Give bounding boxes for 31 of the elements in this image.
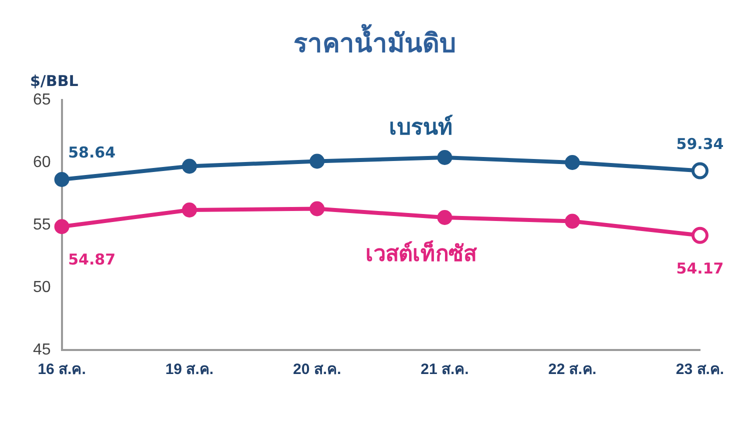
x-tick-label: 20 ส.ค. (292, 361, 342, 378)
point (437, 150, 452, 165)
point (182, 158, 197, 174)
y-tick-label: 50 (33, 278, 51, 296)
point (437, 210, 452, 225)
point (564, 155, 580, 170)
point (310, 154, 325, 169)
point (54, 219, 70, 234)
x-tick-label: 22 ส.ค. (548, 361, 596, 378)
y-tick-label: 55 (33, 216, 51, 234)
y-tick-label: 60 (33, 154, 51, 171)
data-label: 59.34 (676, 134, 724, 153)
series-label: เวสต์เท็กซัส (365, 239, 478, 268)
y-axis-title: $/BBL (30, 72, 78, 90)
x-tick-label: 23 ส.ค. (676, 361, 724, 378)
point (54, 172, 70, 187)
series-label: เบรนท์ (388, 114, 453, 140)
point (692, 226, 708, 244)
data-label: 58.64 (68, 144, 116, 162)
y-tick-label: 65 (33, 91, 51, 108)
x-tick-label: 16 ส.ค. (38, 361, 86, 378)
chart-title: ราคาน้ำมันดิบ (292, 23, 458, 61)
point (182, 202, 197, 218)
y-tick-label: 45 (33, 341, 51, 358)
point (564, 214, 580, 229)
x-tick-label: 19 ส.ค. (165, 361, 214, 378)
data-label: 54.87 (68, 250, 116, 269)
point (310, 201, 325, 216)
point (692, 162, 708, 180)
x-tick-label: 21 ส.ค. (420, 361, 469, 378)
data-label: 54.17 (676, 259, 724, 278)
